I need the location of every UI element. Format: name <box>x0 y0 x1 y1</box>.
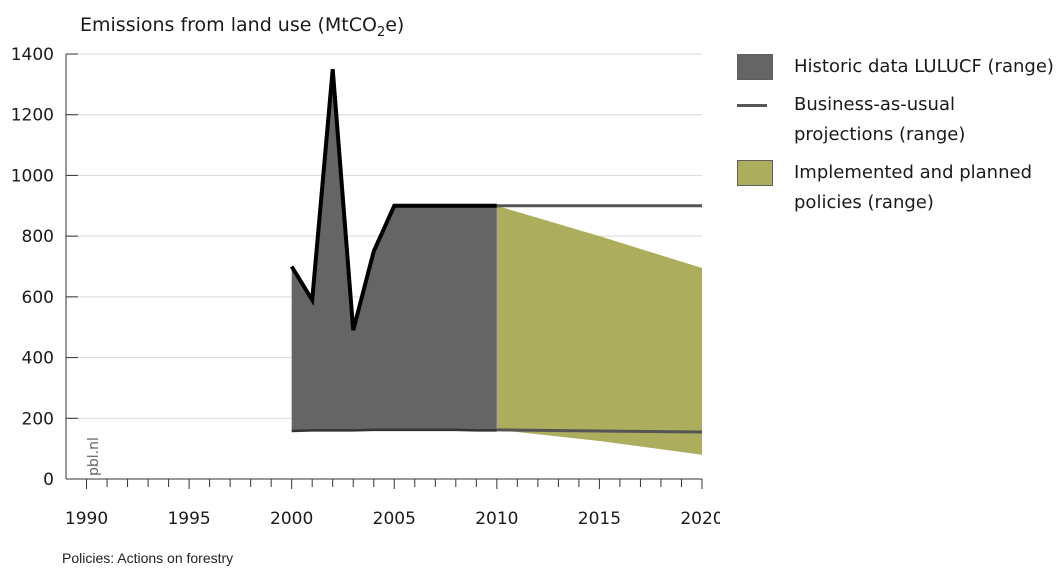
watermark-text: pbl.nl <box>86 437 102 476</box>
legend-item-bau: Business-as-usual projections (range) <box>737 90 1057 150</box>
x-tick-label-2020: 2020 <box>680 509 720 529</box>
y-axis-title: Emissions from land use (MtCO2e) <box>80 14 404 40</box>
y-tick-label-1200: 1200 <box>11 106 54 126</box>
legend-swatch-bau <box>737 104 767 107</box>
legend-swatch-historic <box>737 54 773 80</box>
historic-range-area <box>291 69 497 432</box>
chart-area: 0 200 400 600 800 1000 1200 1400 1990 1995 2000 200… <box>11 45 720 529</box>
bau-lower-line <box>496 428 703 434</box>
y-tick-label-600: 600 <box>22 288 54 308</box>
x-tick-label-2000: 2000 <box>270 509 313 529</box>
y-tick-label-1000: 1000 <box>11 166 54 186</box>
x-tick-label-1995: 1995 <box>167 509 210 529</box>
historic-upper-line <box>289 69 497 331</box>
y-tick-label-0: 0 <box>43 470 54 490</box>
legend-label-bau: Business-as-usual projections (range) <box>794 94 966 145</box>
policies-range-area <box>496 205 702 455</box>
legend-swatch-policies <box>737 160 773 186</box>
legend-item-policies: Implemented and planned policies (range) <box>737 158 1057 218</box>
y-axis-title-end: e) <box>385 14 405 36</box>
legend-label-historic: Historic data LULUCF (range) <box>794 56 1054 77</box>
y-tick-label-800: 800 <box>22 227 54 247</box>
y-tick-label-200: 200 <box>22 409 54 429</box>
y-axis-title-main: Emissions from land use (MtCO <box>80 14 377 36</box>
x-tick-label-2010: 2010 <box>475 509 518 529</box>
historic-lower-line <box>291 428 497 433</box>
y-tick-label-1400: 1400 <box>11 45 54 65</box>
legend-label-policies: Implemented and planned policies (range) <box>794 162 1032 213</box>
y-tick-label-400: 400 <box>22 349 54 369</box>
footer-note: Policies: Actions on forestry <box>62 550 234 566</box>
x-tick-label-1990: 1990 <box>65 509 108 529</box>
x-tick-label-2015: 2015 <box>578 509 621 529</box>
x-tick-label-2005: 2005 <box>373 509 416 529</box>
y-axis-title-subscript: 2 <box>376 24 386 40</box>
legend: Historic data LULUCF (range) Business-as… <box>737 52 1057 226</box>
legend-item-historic: Historic data LULUCF (range) <box>737 52 1057 82</box>
